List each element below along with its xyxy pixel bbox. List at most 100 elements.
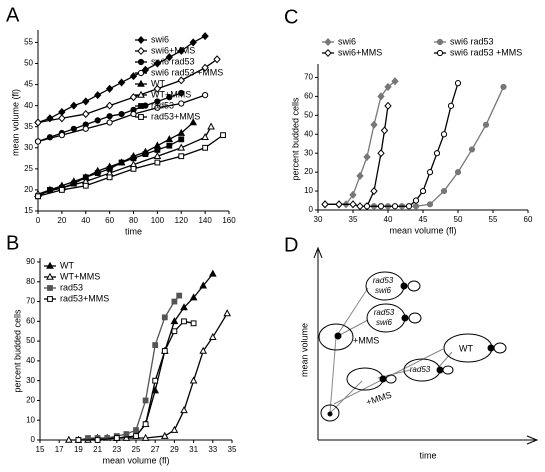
arrow	[313, 246, 323, 259]
bud	[385, 374, 397, 384]
marker	[177, 76, 185, 85]
marker	[130, 110, 137, 118]
marker	[117, 78, 126, 87]
y-tick-label: 40	[304, 129, 313, 138]
legend-label: rad53	[151, 100, 174, 110]
marker	[129, 72, 138, 81]
marker	[419, 187, 427, 195]
marker	[47, 296, 53, 302]
marker	[391, 77, 399, 86]
marker	[177, 46, 185, 55]
marker	[138, 103, 144, 109]
marker	[106, 119, 113, 126]
series-line	[68, 313, 228, 441]
marker	[154, 146, 161, 153]
marker	[363, 203, 371, 210]
marker	[94, 170, 101, 176]
marker	[440, 187, 448, 195]
marker	[176, 292, 183, 299]
marker	[380, 126, 389, 135]
nucleus	[327, 411, 333, 417]
series-line	[325, 105, 389, 207]
y-tick-label: 10	[26, 415, 35, 424]
marker	[130, 165, 137, 172]
marker	[440, 131, 448, 138]
marker	[356, 171, 364, 180]
marker	[106, 113, 113, 120]
y-tick-label: 45	[24, 80, 33, 89]
marker	[180, 406, 188, 414]
series-line	[325, 80, 396, 205]
marker	[161, 314, 168, 321]
marker	[141, 433, 150, 441]
y-axis-title: mean volume (fl)	[10, 89, 20, 156]
marker	[137, 79, 145, 87]
marker	[75, 437, 82, 443]
marker	[58, 187, 65, 193]
marker	[208, 269, 217, 277]
x-axis-title: time	[125, 226, 142, 236]
marker	[46, 114, 54, 123]
marker	[129, 93, 138, 102]
marker	[137, 46, 145, 56]
cell	[320, 404, 340, 422]
nucleus	[334, 332, 342, 340]
marker	[142, 151, 149, 158]
y-tick-label: 25	[24, 164, 33, 173]
x-tick-label: 21	[93, 445, 102, 454]
marker	[201, 63, 209, 72]
marker	[137, 35, 145, 45]
y-tick-label: 70	[26, 297, 35, 306]
cell	[346, 367, 384, 391]
y-tick-label: 50	[24, 59, 33, 68]
y-tick-label: 0	[31, 435, 36, 444]
marker	[166, 142, 173, 149]
legend-label: WT+MMS	[151, 89, 191, 99]
marker	[482, 121, 490, 128]
marker	[433, 150, 441, 157]
x-tick-label: 120	[175, 216, 189, 225]
cell-label: WT	[459, 343, 473, 353]
marker	[223, 309, 232, 317]
x-tick-label: 27	[151, 445, 160, 454]
bud	[408, 312, 422, 324]
marker	[46, 261, 54, 269]
legend-label: swi6+MMS	[151, 45, 195, 55]
y-tick-label: 20	[26, 396, 35, 405]
bud	[407, 280, 421, 292]
cell-label: swi6	[375, 286, 392, 295]
marker	[199, 346, 208, 354]
marker	[82, 110, 90, 119]
marker	[377, 92, 385, 101]
marker	[177, 143, 186, 151]
legend-label: WT+MMS	[60, 271, 100, 281]
bud	[442, 365, 454, 375]
marker	[436, 49, 444, 57]
marker	[384, 82, 392, 91]
marker	[160, 431, 169, 439]
marker	[70, 125, 77, 132]
y-tick-label: 60	[26, 316, 35, 325]
panel-label: C	[284, 6, 298, 28]
marker	[47, 187, 53, 193]
marker	[47, 285, 53, 291]
marker	[391, 203, 399, 210]
nucleus	[400, 282, 408, 290]
marker	[153, 84, 162, 93]
marker	[153, 151, 162, 160]
y-axis-title: percent budded cells	[12, 309, 22, 393]
cell-label: rad53	[410, 365, 431, 374]
marker	[130, 155, 137, 162]
x-tick-label: 29	[170, 445, 179, 454]
marker	[133, 427, 139, 434]
marker	[106, 174, 113, 181]
marker	[426, 201, 434, 208]
panel-label: A	[6, 4, 20, 26]
marker	[412, 203, 420, 210]
y-tick-label: 30	[304, 148, 313, 157]
x-tick-label: 50	[454, 215, 463, 224]
legend-label: rad53+MMS	[151, 111, 200, 121]
marker	[70, 180, 77, 187]
marker	[178, 100, 185, 107]
